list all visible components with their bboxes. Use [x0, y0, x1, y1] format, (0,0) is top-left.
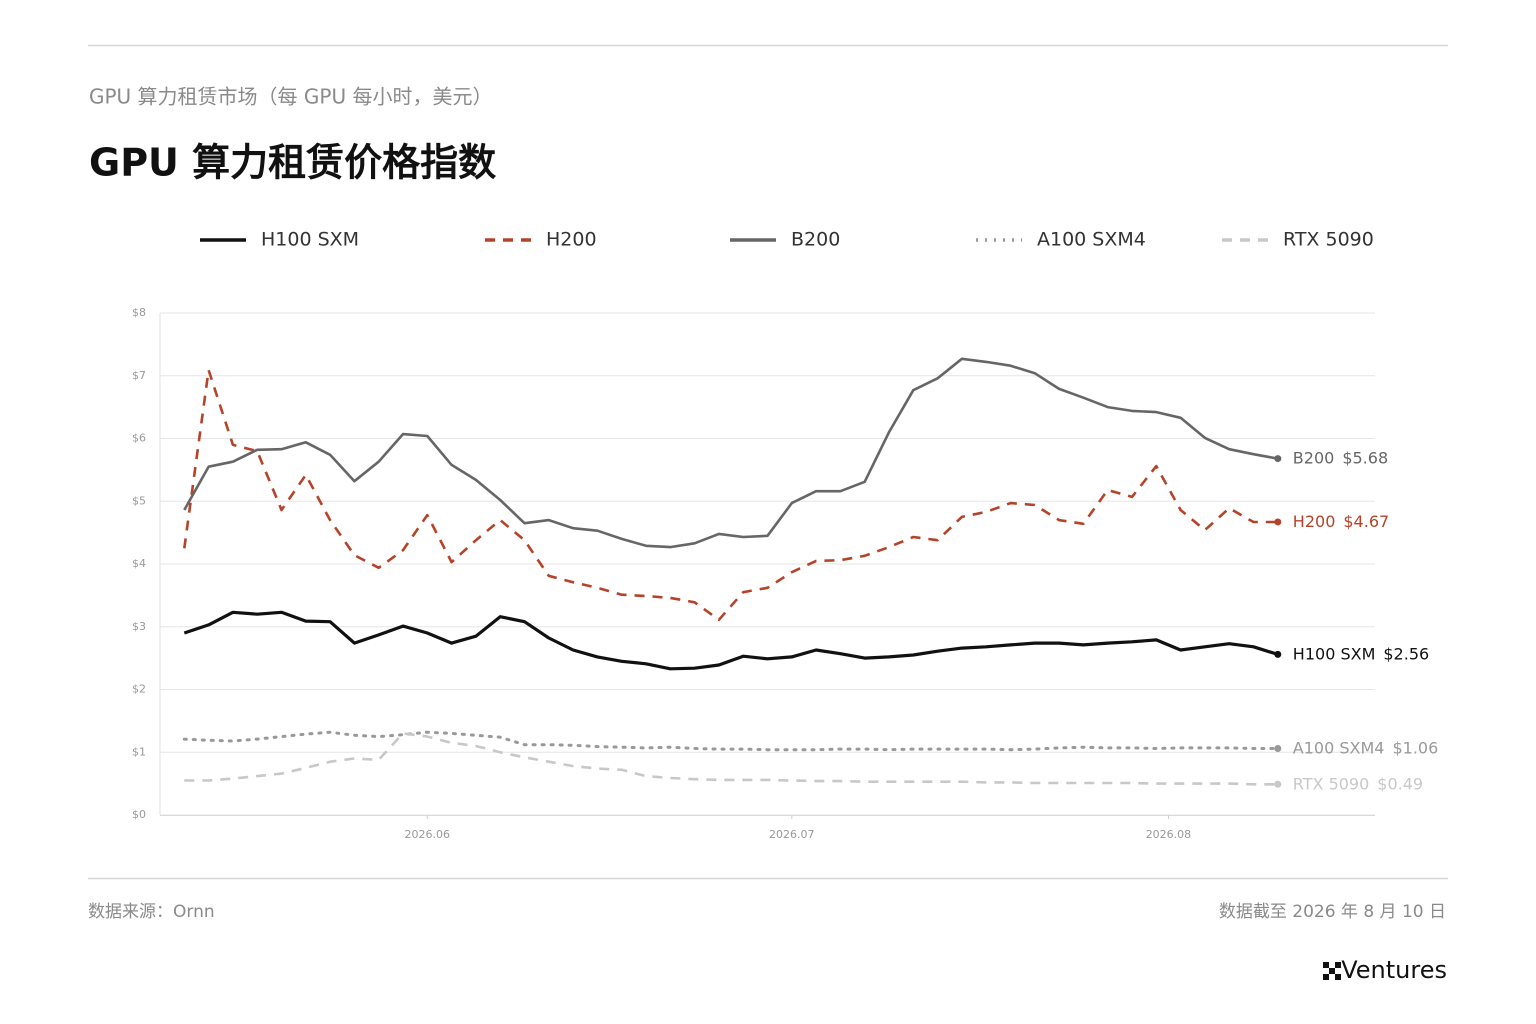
- end-label: A100 SXM4 $1.06: [1293, 738, 1438, 757]
- end-label-name: A100 SXM4: [1293, 738, 1385, 757]
- series-line: [184, 732, 1278, 786]
- legend-label: H100 SXM: [261, 229, 359, 251]
- end-label-value: $4.67: [1343, 511, 1389, 530]
- series-line: [182, 730, 1280, 752]
- y-tick-label: $8: [132, 306, 146, 319]
- y-tick-label: $0: [132, 808, 146, 821]
- y-tick-label: $3: [132, 620, 146, 633]
- source-note: 数据来源：Ornn: [88, 902, 215, 922]
- date-note: 数据截至 2026 年 8 月 10 日: [1219, 902, 1446, 922]
- brand-name: Ventures: [1341, 956, 1447, 984]
- legend-label: B200: [791, 229, 840, 251]
- chart-title: GPU 算力租赁价格指数: [89, 141, 496, 185]
- brand-logo: [1323, 962, 1341, 980]
- end-label: H100 SXM $2.56: [1293, 644, 1429, 663]
- end-label-name: RTX 5090: [1293, 774, 1370, 793]
- series-line: [183, 357, 1279, 549]
- y-tick-label: $4: [132, 557, 146, 570]
- legend-label: RTX 5090: [1283, 229, 1374, 251]
- chart-subtitle: GPU 算力租赁市场（每 GPU 每小时，美元）: [89, 85, 492, 109]
- y-tick-label: $5: [132, 494, 146, 507]
- end-label-value: $2.56: [1383, 644, 1429, 663]
- series-line: [183, 368, 1278, 622]
- y-tick-label: $6: [132, 432, 146, 445]
- end-marker: [1274, 780, 1282, 788]
- y-tick-label: $1: [132, 745, 146, 758]
- end-marker: [1274, 744, 1282, 752]
- end-label-name: B200: [1293, 448, 1335, 467]
- end-marker: [1274, 650, 1282, 658]
- y-tick-label: $2: [132, 683, 146, 696]
- end-label-name: H100 SXM: [1293, 644, 1376, 663]
- end-marker: [1274, 455, 1282, 463]
- end-label: RTX 5090 $0.49: [1293, 774, 1423, 793]
- end-label-value: $5.68: [1342, 448, 1388, 467]
- legend-label: A100 SXM4: [1037, 229, 1146, 251]
- end-marker: [1274, 518, 1282, 526]
- x-tick-label: 2026.08: [1146, 828, 1192, 841]
- legend-label: H200: [546, 229, 597, 251]
- end-label: H200 $4.67: [1293, 511, 1389, 530]
- x-tick-label: 2026.06: [405, 828, 451, 841]
- end-label-name: H200: [1293, 511, 1336, 530]
- series-line: [183, 610, 1279, 671]
- end-label-value: $0.49: [1377, 774, 1423, 793]
- end-label: B200 $5.68: [1293, 448, 1388, 467]
- end-label-value: $1.06: [1392, 738, 1438, 757]
- x-tick-label: 2026.07: [769, 828, 815, 841]
- y-tick-label: $7: [132, 369, 146, 382]
